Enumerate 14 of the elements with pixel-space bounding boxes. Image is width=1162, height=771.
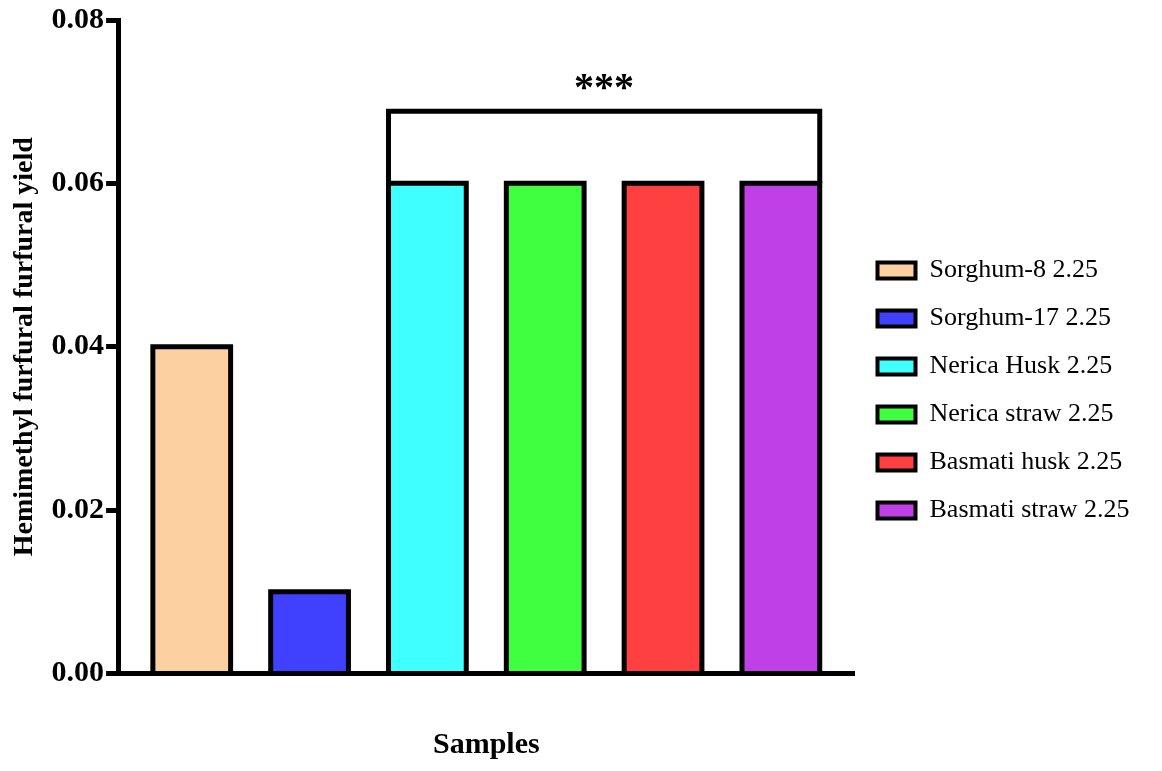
y-tick-label: 0.08 <box>51 0 105 34</box>
legend-label: Nerica straw 2.25 <box>929 398 1114 428</box>
x-axis-title: Samples <box>432 725 540 759</box>
legend-label: Basmati straw 2.25 <box>929 494 1130 524</box>
y-tick-label: 0.00 <box>51 654 105 688</box>
y-axis-title: Hemimethyl furfural furfural yield <box>7 136 39 557</box>
y-tick-label: 0.02 <box>51 490 105 524</box>
legend-label: Sorghum-8 2.25 <box>929 254 1099 284</box>
legend-label: Nerica Husk 2.25 <box>929 350 1113 380</box>
legend-label: Sorghum-17 2.25 <box>929 302 1112 332</box>
annotation: *** <box>574 63 635 109</box>
y-tick-label: 0.04 <box>51 327 105 361</box>
legend-label: Basmati husk 2.25 <box>929 446 1123 476</box>
y-tick-label: 0.06 <box>51 164 105 198</box>
